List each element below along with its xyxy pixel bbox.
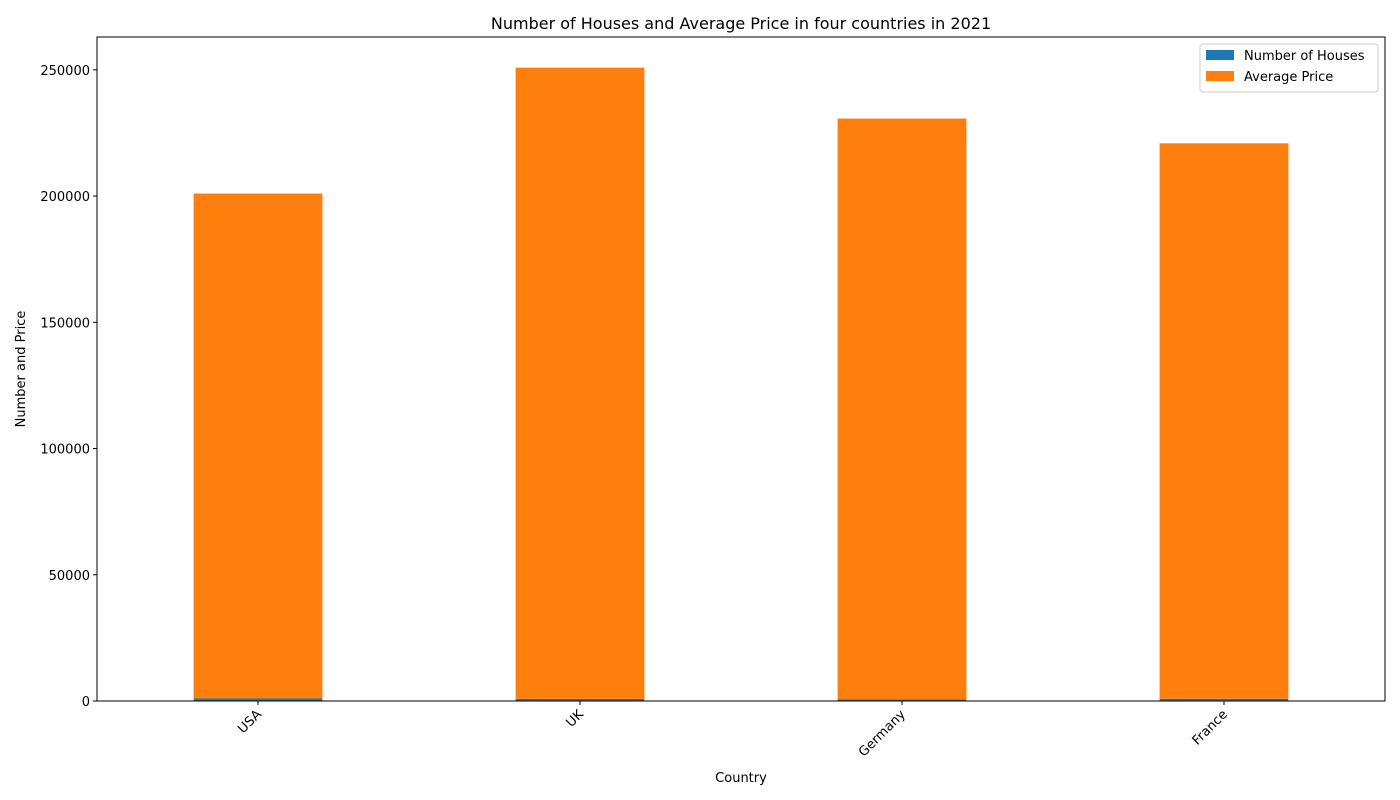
x-tick-label-germany: Germany [856, 707, 909, 760]
x-tick-label-france: France [1190, 707, 1231, 748]
plot-frame [96, 36, 1386, 702]
x-tick-label-uk: UK [563, 707, 587, 731]
bar-uk-series-0 [515, 698, 645, 701]
bar-uk-series-1 [515, 67, 645, 699]
y-tick-label-2: 100000 [40, 443, 90, 458]
y-tick-label-5: 250000 [40, 64, 90, 79]
x-axis: USA UK Germany France [235, 701, 1231, 760]
legend-swatch-1 [1206, 71, 1234, 81]
chart-title: Number of Houses and Average Price in fo… [491, 14, 991, 33]
y-tick-label-0: 0 [82, 695, 90, 710]
bar-france-series-1 [1159, 143, 1289, 699]
bar-germany-series-1 [837, 118, 967, 700]
bar-france-series-0 [1159, 698, 1289, 701]
bar-usa-series-0 [193, 698, 323, 701]
x-tick-label-usa: USA [235, 707, 265, 737]
legend-label-1: Average Price [1244, 70, 1333, 85]
y-axis: 0 50000 100000 150000 200000 250000 [40, 64, 97, 710]
y-tick-label-1: 50000 [49, 569, 90, 584]
legend-swatch-0 [1206, 50, 1234, 60]
y-axis-label: Number and Price [14, 311, 29, 428]
legend: Number of Houses Average Price [1199, 43, 1379, 93]
bar-usa-series-1 [193, 193, 323, 699]
y-tick-label-3: 150000 [40, 316, 90, 331]
x-axis-label: Country [715, 771, 767, 786]
y-tick-label-4: 200000 [40, 190, 90, 205]
legend-frame [1199, 43, 1379, 93]
bar-germany-series-0 [837, 699, 967, 701]
bars-group [193, 67, 1289, 701]
legend-label-0: Number of Houses [1244, 49, 1365, 64]
